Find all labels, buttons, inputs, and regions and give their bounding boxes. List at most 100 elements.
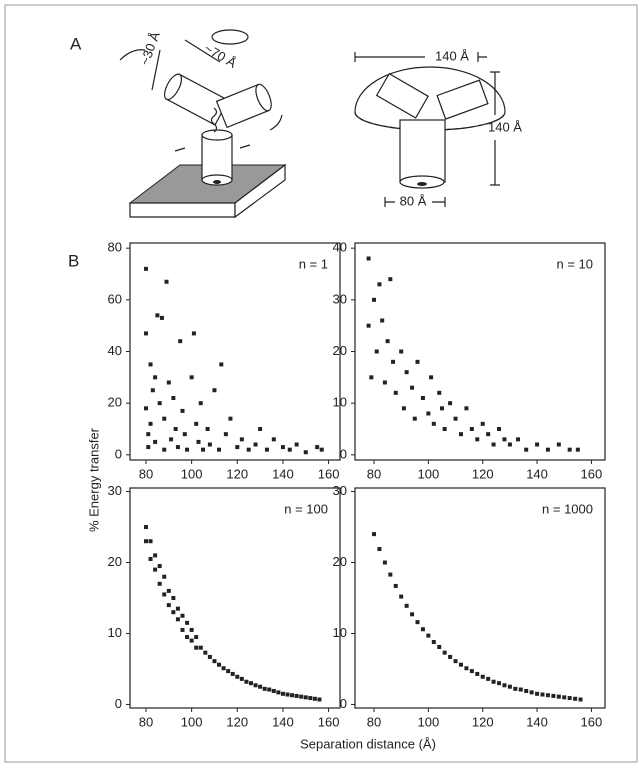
data-point: [369, 375, 374, 380]
dimension-label: 140 Å: [435, 48, 469, 63]
data-point: [244, 679, 249, 684]
data-point: [562, 695, 567, 700]
data-point: [431, 640, 436, 644]
data-point: [219, 362, 224, 367]
data-point: [442, 650, 447, 655]
data-point: [303, 695, 308, 700]
data-point: [475, 671, 480, 676]
data-point: [426, 411, 431, 416]
data-point: [267, 687, 272, 692]
data-point: [253, 442, 258, 447]
data-point: [173, 427, 178, 431]
diagram-left: ~70 Å ~30 Å: [119, 29, 287, 219]
data-point: [529, 690, 534, 695]
data-point: [399, 594, 404, 599]
data-point: [507, 684, 512, 689]
data-point: [540, 692, 545, 697]
data-point: [248, 681, 253, 686]
data-point: [399, 349, 404, 354]
y-tick-label: 20: [108, 395, 122, 410]
data-point: [372, 532, 377, 537]
data-point: [469, 427, 474, 431]
data-point: [480, 674, 485, 679]
data-point: [458, 432, 463, 437]
y-tick-label: 40: [108, 343, 122, 358]
data-point: [453, 659, 458, 664]
data-point: [166, 603, 171, 608]
data-point: [308, 696, 313, 701]
data-point: [382, 380, 387, 385]
data-point: [486, 676, 491, 681]
x-tick-label: 120: [226, 714, 248, 729]
annotation: n = 10: [556, 256, 593, 271]
data-point: [175, 606, 180, 611]
data-point: [429, 375, 434, 380]
x-tick-label: 160: [581, 466, 603, 481]
data-point: [276, 690, 281, 695]
data-point: [393, 583, 398, 588]
x-tick-label: 160: [318, 714, 340, 729]
data-point: [166, 380, 171, 385]
data-point: [157, 401, 162, 406]
y-tick-label: 30: [108, 483, 122, 498]
data-point: [567, 447, 572, 452]
data-point: [171, 396, 176, 400]
data-point: [491, 679, 496, 684]
data-point: [205, 427, 210, 431]
data-point: [319, 447, 324, 452]
data-point: [294, 693, 299, 698]
data-point: [464, 666, 469, 671]
data-point: [157, 581, 162, 586]
data-point: [180, 613, 185, 618]
data-point: [175, 445, 180, 450]
y-tick-label: 0: [340, 696, 347, 711]
data-point: [366, 256, 371, 261]
data-point: [448, 654, 453, 659]
data-point: [366, 323, 371, 328]
data-point: [315, 445, 320, 450]
data-point: [280, 445, 285, 450]
data-point: [226, 669, 231, 674]
x-tick-label: 80: [139, 714, 153, 729]
data-point: [404, 603, 409, 608]
data-point: [502, 683, 507, 688]
data-point: [148, 362, 153, 367]
data-point: [513, 686, 518, 691]
x-tick-label: 120: [472, 714, 494, 729]
data-point: [143, 539, 148, 544]
y-tick-label: 10: [333, 395, 347, 410]
data-point: [182, 432, 187, 437]
data-point: [262, 686, 267, 691]
data-point: [412, 416, 417, 421]
data-point: [235, 674, 240, 679]
data-point: [258, 684, 263, 689]
data-point: [426, 633, 431, 638]
data-point: [171, 610, 176, 615]
data-point: [180, 627, 185, 632]
y-tick-label: 0: [115, 446, 122, 461]
data-point: [198, 401, 203, 406]
data-point: [502, 437, 507, 442]
y-tick-label: 20: [333, 554, 347, 569]
data-point: [382, 560, 387, 565]
x-tick-label: 80: [367, 714, 381, 729]
data-point: [203, 650, 208, 655]
data-point: [464, 406, 469, 411]
data-point: [393, 390, 398, 395]
data-point: [198, 645, 203, 650]
data-point: [153, 567, 158, 572]
data-point: [545, 693, 550, 698]
data-point: [486, 432, 491, 437]
x-tick-label: 140: [526, 466, 548, 481]
data-point: [157, 564, 162, 569]
data-point: [377, 282, 382, 287]
data-point: [372, 297, 377, 302]
data-point: [212, 388, 217, 393]
figure-border: [4, 4, 638, 763]
data-point: [166, 588, 171, 593]
plot-frame: [354, 487, 606, 709]
data-point: [294, 442, 299, 447]
data-point: [207, 654, 212, 659]
data-point: [148, 556, 153, 561]
